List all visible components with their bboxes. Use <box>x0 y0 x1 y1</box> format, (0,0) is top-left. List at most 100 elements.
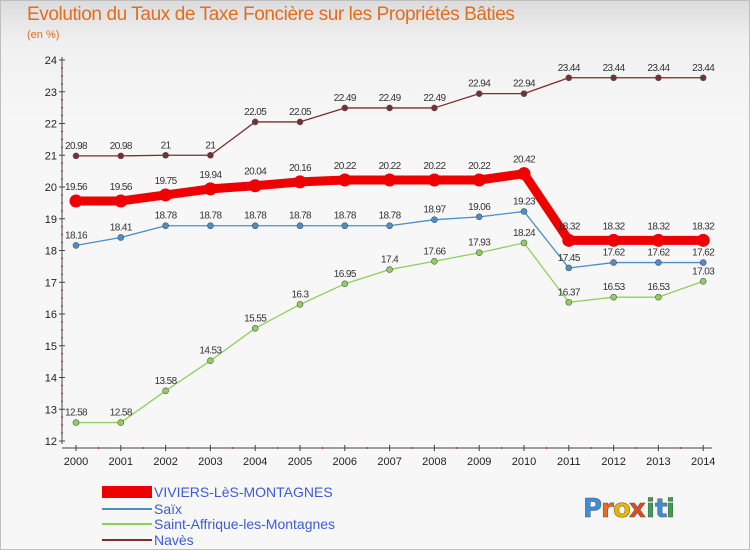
data-label: 17.03 <box>692 266 715 277</box>
data-label: 18.32 <box>558 221 581 232</box>
data-point <box>565 264 573 272</box>
x-minor-tick <box>321 447 323 449</box>
data-label: 22.94 <box>468 79 491 90</box>
data-point <box>386 222 393 230</box>
y-minor-tick <box>61 416 63 418</box>
x-minor-tick <box>456 447 458 449</box>
y-minor-tick <box>61 226 63 228</box>
data-point <box>162 222 169 230</box>
legend-swatch <box>102 539 152 541</box>
data-label: 22.49 <box>379 93 402 104</box>
data-label: 22.49 <box>423 93 446 104</box>
brand-letter: i <box>666 494 675 524</box>
brand-letter: t <box>655 494 667 524</box>
y-minor-tick <box>61 99 63 101</box>
data-label: 18.32 <box>692 221 715 232</box>
data-point <box>251 324 259 332</box>
x-tick-label: 2000 <box>64 456 88 468</box>
x-tick-label: 2011 <box>557 456 581 468</box>
data-label: 17.45 <box>558 253 581 264</box>
legend-label: Saïx <box>154 501 182 517</box>
y-minor-tick <box>61 305 63 307</box>
data-point <box>248 179 262 193</box>
y-minor-tick <box>61 234 63 236</box>
brand-letter: x <box>629 494 646 524</box>
y-minor-tick <box>61 361 63 363</box>
data-point <box>475 213 483 221</box>
data-label: 16.3 <box>291 289 309 300</box>
data-point <box>207 357 214 364</box>
x-minor-tick <box>590 447 592 449</box>
data-label: 20.16 <box>289 163 312 174</box>
legend: VIVIERS-LèS-MONTAGNESSaïxSaint-Affrique-… <box>102 484 335 548</box>
x-minor-tick <box>366 447 368 449</box>
y-minor-tick <box>61 130 63 132</box>
x-tick-label: 2012 <box>601 456 625 468</box>
data-label: 19.75 <box>155 176 178 187</box>
y-tick-label: 14 <box>45 373 57 385</box>
data-label: 17.4 <box>381 255 399 266</box>
data-point <box>655 293 662 301</box>
data-point <box>699 74 707 82</box>
y-minor-tick <box>61 297 63 299</box>
y-minor-tick <box>61 210 63 212</box>
y-minor-tick <box>61 178 63 180</box>
data-point <box>610 74 617 82</box>
y-tick-label: 13 <box>45 404 57 416</box>
y-tick-label: 21 <box>45 150 57 162</box>
data-point <box>203 182 217 196</box>
x-minor-tick <box>277 447 279 449</box>
data-point <box>565 74 573 82</box>
data-label: 20.42 <box>513 155 536 166</box>
legend-label: Navès <box>154 532 194 548</box>
data-label: 21 <box>205 140 216 151</box>
data-label: 19.56 <box>65 182 88 193</box>
y-minor-tick <box>61 146 63 148</box>
y-minor-tick <box>61 400 63 402</box>
data-labels: 20.98 20.98 21 21 22.05 22.05 22.49 22.49 22.49 2… <box>65 63 716 419</box>
data-point <box>520 208 528 215</box>
data-label: 13.58 <box>155 376 178 387</box>
data-point <box>475 249 483 257</box>
data-point <box>251 118 259 126</box>
data-point <box>296 222 304 230</box>
data-point <box>431 104 438 112</box>
data-label: 18.78 <box>289 211 312 222</box>
data-label: 16.37 <box>558 287 581 298</box>
data-point <box>207 151 214 159</box>
data-point <box>341 280 349 288</box>
data-label: 21 <box>161 140 172 151</box>
x-minor-tick <box>545 447 547 449</box>
data-point <box>162 151 169 159</box>
y-tick-label: 22 <box>45 119 57 131</box>
y-minor-tick <box>61 75 63 77</box>
data-label: 22.94 <box>513 79 536 90</box>
brand-letter: i <box>646 494 655 524</box>
data-label: 18.24 <box>513 228 536 239</box>
data-label: 18.32 <box>603 221 626 232</box>
data-point <box>431 257 438 265</box>
data-point <box>117 152 125 160</box>
data-point <box>296 118 304 126</box>
x-tick-label: 2005 <box>288 456 312 468</box>
data-label: 14.53 <box>199 346 222 357</box>
data-point <box>696 233 710 247</box>
legend-swatch <box>102 508 152 510</box>
data-label: 15.55 <box>244 313 267 324</box>
data-point <box>72 152 80 160</box>
x-tick-label: 2008 <box>422 456 446 468</box>
data-label: 20.22 <box>423 161 446 172</box>
data-point <box>520 239 528 247</box>
y-tick-label: 18 <box>45 246 57 258</box>
y-minor-tick <box>61 265 63 267</box>
data-point <box>610 293 617 301</box>
x-tick-label: 2014 <box>691 456 715 468</box>
data-label: 16.95 <box>334 269 357 280</box>
y-minor-tick <box>61 369 63 371</box>
y-minor-tick <box>61 329 63 331</box>
data-point <box>251 222 259 230</box>
data-label: 16.53 <box>603 282 626 293</box>
y-minor-tick <box>61 432 63 434</box>
data-point <box>162 387 169 395</box>
data-label: 18.78 <box>155 211 178 222</box>
